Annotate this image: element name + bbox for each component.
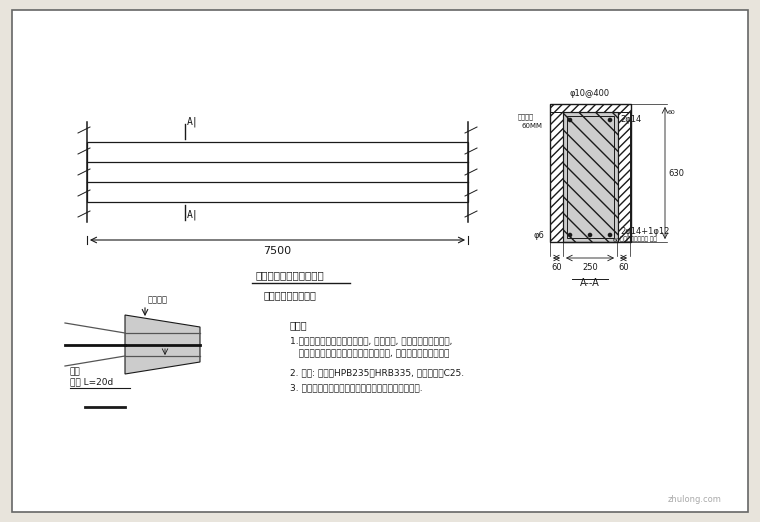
Text: 人工凿毛: 人工凿毛 <box>148 295 168 304</box>
Text: 60: 60 <box>618 263 629 272</box>
Text: 植筋胶粘: 植筋胶粘 <box>518 114 534 120</box>
Text: （植筋喷射混凝土）: （植筋喷射混凝土） <box>264 290 316 300</box>
Text: φ6: φ6 <box>533 231 544 240</box>
Circle shape <box>609 118 612 122</box>
Text: A|: A| <box>187 209 199 220</box>
Text: 2φ14: 2φ14 <box>620 115 641 125</box>
Text: 2φ14+1φ12: 2φ14+1φ12 <box>620 228 670 236</box>
Text: 锁固 L=20d: 锁固 L=20d <box>70 377 113 386</box>
Text: 植筋: 植筋 <box>70 367 81 376</box>
Bar <box>87 142 468 202</box>
Text: 2. 材料: 箍筋用HPB235及HRB335, 喷混土标号C25.: 2. 材料: 箍筋用HPB235及HRB335, 喷混土标号C25. <box>290 368 464 377</box>
Bar <box>617 112 630 242</box>
Text: 7500: 7500 <box>264 246 292 256</box>
Text: 1.对于上部梁底各处先凿毛处理, 冲洗净后, 喷浆后方可喷混凝土,: 1.对于上部梁底各处先凿毛处理, 冲洗净后, 喷浆后方可喷混凝土, <box>290 336 452 345</box>
Polygon shape <box>125 315 200 374</box>
Bar <box>550 112 563 242</box>
Text: A|: A| <box>187 116 199 127</box>
Text: zhulong.com: zhulong.com <box>668 495 722 504</box>
Bar <box>563 112 618 242</box>
Bar <box>567 116 614 238</box>
Bar <box>563 112 618 242</box>
Text: 250: 250 <box>582 263 598 272</box>
Text: 60MM: 60MM <box>522 123 543 129</box>
Circle shape <box>588 233 591 236</box>
Text: A--A: A--A <box>580 278 600 288</box>
Text: φ10@400: φ10@400 <box>570 89 610 98</box>
Text: 方形截面植筋加固 植筋: 方形截面植筋加固 植筋 <box>620 236 657 242</box>
Circle shape <box>568 233 572 236</box>
Text: 60: 60 <box>613 238 621 243</box>
Text: 具体喷射混凝土的厚度等技术要求详见, 参见相应的示意图示。: 具体喷射混凝土的厚度等技术要求详见, 参见相应的示意图示。 <box>290 349 449 358</box>
Text: 630: 630 <box>668 169 684 177</box>
Text: 3. 施工前应当准备好相关施工质量等相应的比例尺寸.: 3. 施工前应当准备好相关施工质量等相应的比例尺寸. <box>290 383 423 392</box>
Text: 说明：: 说明： <box>290 320 308 330</box>
Bar <box>550 104 631 242</box>
Text: 某梁增大截面加固示意图: 某梁增大截面加固示意图 <box>255 270 325 280</box>
Text: 60: 60 <box>668 110 676 114</box>
Text: 60: 60 <box>551 263 562 272</box>
Circle shape <box>609 233 612 236</box>
Bar <box>550 104 631 112</box>
Circle shape <box>568 118 572 122</box>
